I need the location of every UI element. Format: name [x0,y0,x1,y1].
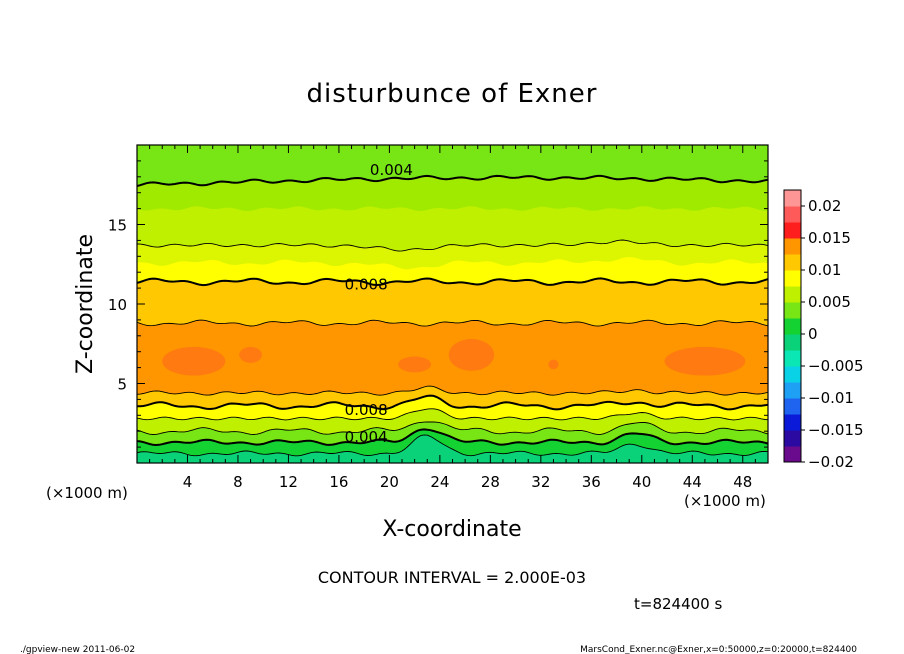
colorbar-tick-label: 0 [808,325,818,343]
footer-right: MarsCond_Exner.nc@Exner,x=0:50000,z=0:20… [580,645,857,654]
colorbar-level [784,206,801,223]
colorbar-tick-label: −0.01 [808,389,854,407]
contour-line [137,385,768,396]
colorbar-level [784,190,801,207]
colorbar-level [784,398,801,415]
local-maximum [664,346,746,376]
colorbar-tick-label: 0.015 [808,229,851,247]
colorbar-level [784,366,801,383]
contour-line [137,428,768,447]
contour-line [137,239,768,252]
x-tick-label: 8 [233,473,243,491]
colorbar-level [784,238,801,255]
contour-label: 0.004 [370,161,413,179]
colorbar-tick-label: 0.005 [808,293,851,311]
colorbar-level [784,446,801,463]
x-tick-label: 16 [329,473,348,491]
x-tick-label: 4 [183,473,193,491]
y-axis: 5 10 15 [108,160,768,448]
colorbar-level [784,414,801,431]
x-tick-label: 28 [481,473,500,491]
contour-label: 0.008 [345,401,388,419]
y-tick-label: 10 [108,296,127,314]
colorbar-tick-label: −0.02 [808,453,854,471]
colorbar-tick-label: 0.02 [808,197,841,215]
contour-label: 0.008 [345,275,388,293]
y-tick-label: 15 [108,217,127,235]
local-maximum [162,346,226,376]
x-tick-label: 36 [582,473,601,491]
colorbar-tick-label: −0.005 [808,357,864,375]
x-axis-unit: (×1000 m) [684,492,766,510]
colorbar-tick-label: 0.01 [808,261,841,279]
colorbar-level [784,350,801,367]
x-tick-label: 48 [733,473,752,491]
contour-lines [137,174,768,457]
local-maximum [548,359,559,370]
contour-line [137,319,768,327]
contour-line [137,421,768,435]
x-tick-label: 44 [683,473,702,491]
colorbar-frame [783,189,802,463]
contour-line [137,394,768,411]
x-tick-label: 12 [279,473,298,491]
colorbar-level [784,430,801,447]
y-axis-unit: (×1000 m) [46,484,128,502]
x-tick-label: 20 [380,473,399,491]
contour-line [137,434,768,457]
y-tick-label: 5 [117,376,127,394]
contour-line [137,408,768,421]
contour-interval: CONTOUR INTERVAL = 2.000E-03 [318,568,586,587]
x-tick-label: 24 [430,473,449,491]
colorbar-level [784,382,801,399]
footer-left: ./gpview-new 2011-06-02 [20,645,135,654]
x-tick-label: 32 [531,473,550,491]
contour-label: 0.004 [345,428,388,446]
colorbar-level [784,302,801,319]
colorbar-level [784,286,801,303]
colorbar-tick-label: −0.015 [808,421,864,439]
time-label: t=824400 s [634,595,722,613]
colorbar-level [784,318,801,335]
local-maximum [239,346,262,363]
colorbar-level [784,270,801,287]
colorbar: 0.02 0.015 0.01 0.005 0 −0.005 −0.01 −0.015 −0.0… [783,189,864,471]
x-tick-label: 40 [632,473,651,491]
chart-title: disturbunce of Exner [307,79,598,109]
contour-line [137,277,768,287]
y-axis-label: Z-coordinate [73,234,98,374]
local-maximum [448,338,495,371]
colorbar-level [784,334,801,351]
local-maximum [398,356,432,373]
colorbar-level [784,254,801,271]
contour-labels: 0.004 0.008 0.008 0.004 [345,161,413,446]
contour-maxima [162,338,746,376]
x-axis: 4 8 12 16 20 24 28 32 36 40 44 48 [149,145,756,491]
contour-line [137,174,768,187]
colorbar-level [784,222,801,239]
contour-fill [137,145,768,463]
x-axis-label: X-coordinate [382,517,521,542]
